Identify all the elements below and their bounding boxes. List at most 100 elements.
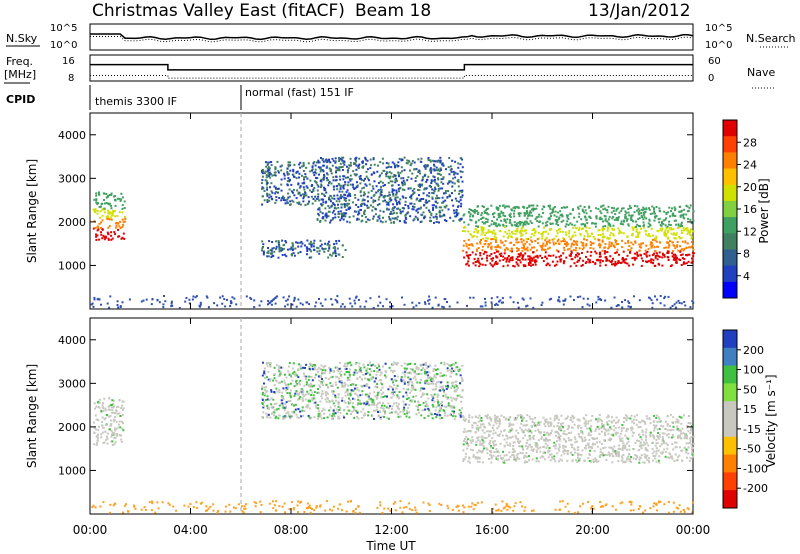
range-cell (367, 364, 370, 366)
range-cell (671, 207, 673, 210)
range-cell (647, 234, 650, 237)
range-cell (441, 187, 444, 190)
range-cell (268, 399, 271, 402)
range-cell (658, 241, 661, 244)
range-cell (342, 187, 345, 190)
range-cell (118, 399, 121, 402)
range-cell (629, 206, 632, 209)
range-cell (277, 368, 280, 371)
range-cell (490, 301, 493, 304)
range-cell (282, 195, 284, 198)
range-cell (346, 412, 348, 415)
range-cell (630, 216, 633, 219)
range-cell (459, 196, 462, 199)
range-cell (517, 264, 520, 267)
range-cell (274, 166, 277, 169)
range-cell (289, 169, 292, 172)
range-cell (567, 415, 569, 418)
range-cell (581, 306, 584, 309)
range-cell (353, 398, 356, 401)
range-cell (515, 459, 518, 462)
range-cell (275, 191, 278, 193)
range-cell (290, 375, 293, 378)
range-cell (656, 245, 659, 248)
range-cell (331, 164, 334, 167)
range-cell (362, 165, 365, 168)
range-cell (398, 397, 401, 400)
range-cell (601, 451, 604, 454)
range-cell (443, 361, 446, 364)
range-cell (421, 214, 424, 217)
range-cell (586, 303, 589, 306)
range-cell (114, 204, 117, 207)
range-cell (315, 404, 317, 407)
range-cell (477, 230, 480, 233)
range-cell (612, 257, 614, 260)
range-cell (486, 220, 489, 223)
range-cell (285, 241, 288, 244)
range-cell (644, 422, 647, 425)
range-cell (639, 253, 642, 256)
range-cell (366, 177, 369, 180)
range-cell (620, 209, 623, 212)
range-cell (433, 169, 436, 172)
range-cell (679, 446, 681, 449)
range-cell (548, 216, 551, 219)
range-cell (626, 262, 629, 265)
range-cell (92, 227, 95, 230)
range-cell (611, 217, 614, 220)
range-cell (618, 435, 621, 438)
range-cell (383, 410, 386, 413)
range-cell (270, 406, 273, 409)
range-cell (498, 434, 501, 437)
range-cell (388, 200, 391, 203)
range-cell (477, 257, 480, 260)
range-cell (151, 298, 154, 301)
range-cell (675, 223, 678, 226)
range-cell (495, 417, 498, 420)
range-cell (472, 421, 475, 424)
range-cell (376, 406, 379, 409)
range-cell (492, 424, 495, 427)
range-cell (450, 386, 453, 389)
range-cell (624, 261, 627, 264)
range-cell (558, 296, 561, 299)
range-cell (639, 426, 642, 428)
range-cell (297, 368, 300, 371)
ytick-label: 2000 (58, 216, 86, 229)
range-cell (338, 417, 341, 420)
range-cell (320, 157, 322, 159)
range-cell (298, 176, 300, 179)
range-cell (274, 186, 277, 189)
range-cell (329, 368, 332, 371)
range-cell (294, 373, 297, 375)
range-cell (291, 367, 294, 370)
range-cell (313, 174, 316, 177)
range-cell (663, 246, 666, 249)
range-cell (631, 214, 634, 217)
range-cell (421, 392, 424, 395)
range-cell (595, 301, 598, 304)
range-cell (541, 233, 544, 236)
range-cell (505, 225, 508, 228)
range-cell (439, 375, 442, 378)
range-cell (682, 216, 685, 219)
range-cell (261, 240, 264, 243)
range-cell (583, 235, 586, 238)
range-cell (692, 443, 695, 445)
range-cell (692, 210, 695, 213)
range-cell (657, 436, 660, 439)
range-cell (500, 255, 502, 257)
range-cell (465, 435, 468, 438)
range-cell (479, 252, 482, 254)
range-cell (535, 216, 538, 219)
range-cell (440, 181, 443, 184)
range-cell (422, 363, 425, 366)
range-cell (496, 225, 499, 228)
range-cell (351, 305, 354, 308)
range-cell (428, 371, 431, 374)
range-cell (525, 220, 528, 223)
range-cell (296, 416, 299, 419)
range-cell (675, 301, 678, 304)
range-cell (318, 252, 321, 255)
